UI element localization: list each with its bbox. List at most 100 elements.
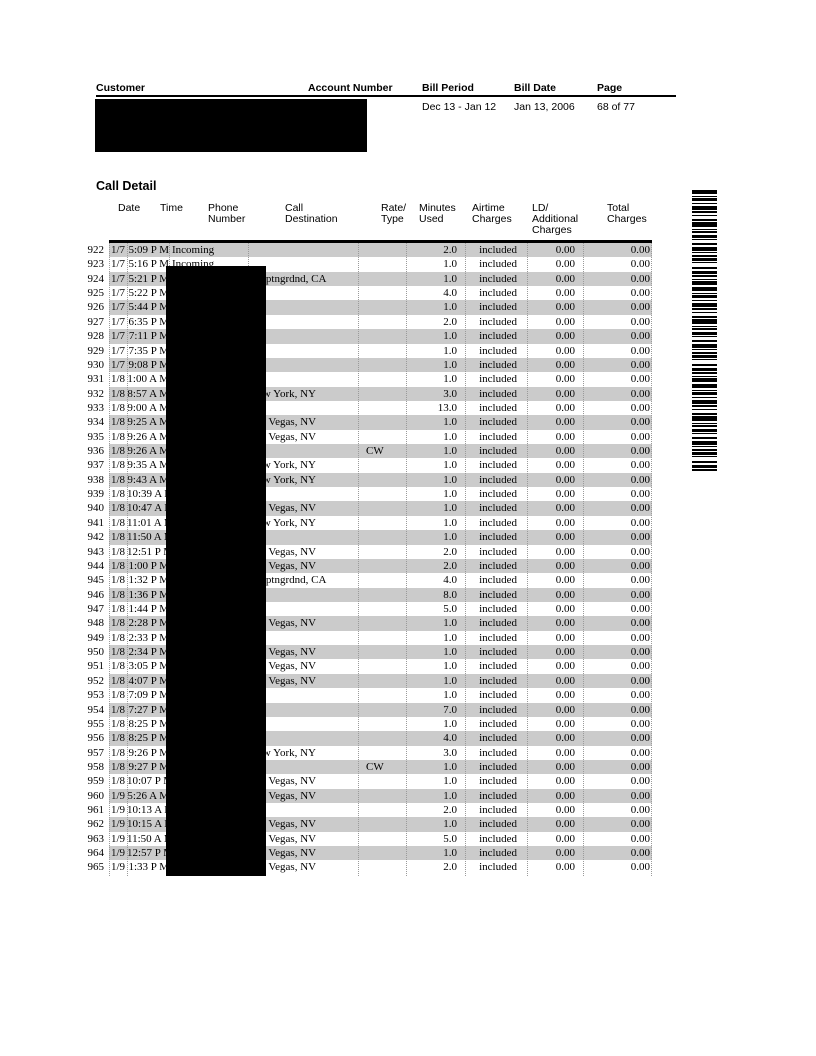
cell-ld-additional-charges: 0.00 (555, 574, 575, 587)
barcode-bar (692, 327, 717, 328)
cell-ld-additional-charges: 0.00 (555, 244, 575, 256)
cell-time: 12:51 P M (127, 545, 169, 558)
barcode-bar (692, 239, 717, 240)
cell-airtime-charges: included (479, 244, 517, 256)
row-cells: 1/8 1:00 A M 1.0 included 0.00 0.00 (109, 372, 652, 386)
cell-airtime-charges: included (479, 588, 517, 601)
barcode-bar (692, 247, 717, 251)
cell-rate-type (358, 387, 406, 401)
cell-rate-type (358, 774, 406, 788)
cell-minutes-used: 1.0 (443, 301, 457, 314)
barcode-bar (692, 253, 717, 255)
cell-date: 1/8 (111, 545, 126, 558)
cell-rate-type (358, 372, 406, 386)
table-row: 933 1/8 9:00 A M 13.0 included 0.00 0.00 (84, 401, 652, 415)
cell-total-charges: 0.00 (630, 330, 650, 343)
barcode-bar (692, 427, 717, 429)
cell-date: 1/7 (111, 315, 126, 328)
cell-rate-type (358, 746, 406, 760)
cell-total-charges: 0.00 (630, 818, 650, 831)
row-cells: 1/8 9:26 A M Las Vegas, NV 1.0 included 0.00 0… (109, 430, 652, 444)
barcode-bar (692, 240, 717, 243)
barcode-bar (692, 271, 717, 274)
cell-minutes-used: 1.0 (443, 373, 457, 386)
column-separator (109, 240, 110, 876)
cell-ld-additional-charges: 0.00 (555, 373, 575, 386)
barcode-bar (692, 371, 717, 372)
cell-total-charges: 0.00 (630, 373, 650, 386)
cell-date: 1/8 (111, 488, 126, 501)
cell-total-charges: 0.00 (630, 358, 650, 371)
cell-total-charges: 0.00 (630, 660, 650, 673)
table-row: 927 1/7 6:35 P M 2.0 included 0.00 0.00 (84, 315, 652, 329)
cell-date: 1/9 (111, 847, 126, 860)
barcode-bar (692, 456, 717, 457)
barcode-bar (692, 413, 717, 415)
barcode-bar (692, 377, 717, 378)
cell-rate-type (358, 545, 406, 559)
cell-total-charges: 0.00 (630, 804, 650, 817)
cell-date: 1/8 (111, 674, 126, 687)
barcode-bar (692, 293, 717, 294)
cell-airtime-charges: included (479, 430, 517, 443)
barcode-bar (692, 235, 717, 238)
cell-minutes-used: 1.0 (443, 258, 457, 271)
barcode-bar (692, 196, 717, 197)
cell-call-destination: Las Vegas, NV (250, 545, 317, 558)
cell-ld-additional-charges: 0.00 (555, 760, 575, 773)
cell-ld-additional-charges: 0.00 (555, 703, 575, 716)
cell-time: 10:15 A M (127, 818, 169, 831)
table-row: 925 1/7 5:22 P M 4.0 included 0.00 0.00 (84, 286, 652, 300)
barcode-bar (692, 221, 717, 222)
cell-airtime-charges: included (479, 516, 517, 529)
barcode-bar (692, 335, 717, 336)
barcode-bar (692, 197, 717, 198)
cell-rate-type (358, 789, 406, 803)
cell-minutes-used: 1.0 (443, 717, 457, 730)
cell-date: 1/8 (111, 646, 126, 659)
barcode-bar (692, 352, 717, 354)
barcode (692, 190, 717, 471)
cell-ld-additional-charges: 0.00 (555, 847, 575, 860)
cell-rate-type (358, 817, 406, 831)
redaction-box-customer (95, 99, 367, 152)
cell-minutes-used: 1.0 (443, 459, 457, 472)
cell-date: 1/8 (111, 775, 126, 788)
cell-ld-additional-charges: 0.00 (555, 315, 575, 328)
row-number: 935 (87, 430, 105, 443)
barcode-bar (692, 410, 717, 413)
cell-ld-additional-charges: 0.00 (555, 516, 575, 529)
table-row: 937 1/8 9:35 A M New York, NY 1.0 included 0.0… (84, 458, 652, 472)
row-cells: 1/8 1:32 P M Cmptngrdnd, CA 4.0 included 0.00… (109, 573, 652, 587)
cell-total-charges: 0.00 (630, 588, 650, 601)
cell-total-charges: 0.00 (630, 459, 650, 472)
cell-rate-type (358, 602, 406, 616)
table-top-border (109, 240, 652, 243)
barcode-bar (692, 326, 717, 327)
cell-airtime-charges: included (479, 674, 517, 687)
barcode-bar (692, 307, 717, 308)
barcode-bar (692, 230, 717, 231)
barcode-bar (692, 349, 717, 350)
cell-total-charges: 0.00 (630, 746, 650, 759)
cell-total-charges: 0.00 (630, 473, 650, 486)
cell-ld-additional-charges: 0.00 (555, 401, 575, 414)
table-row: 965 1/9 1:33 P M Las Vegas, NV 2.0 included 0.… (84, 860, 652, 874)
barcode-bar (692, 400, 717, 404)
bill-date-value: Jan 13, 2006 (514, 101, 575, 113)
barcode-bar (692, 439, 717, 441)
row-number: 930 (87, 358, 105, 371)
barcode-bar (692, 461, 717, 463)
cell-total-charges: 0.00 (630, 272, 650, 285)
row-number: 924 (87, 272, 105, 285)
table-row: 957 1/8 9:26 P M New York, NY 3.0 included 0.0… (84, 746, 652, 760)
cell-ld-additional-charges: 0.00 (555, 818, 575, 831)
cell-time: 11:01 A M (127, 516, 169, 529)
cell-total-charges: 0.00 (630, 531, 650, 544)
cell-rate-type (358, 703, 406, 717)
cell-minutes-used: 1.0 (443, 847, 457, 860)
barcode-bar (692, 425, 717, 427)
header-divider (96, 95, 676, 97)
row-number: 964 (87, 847, 105, 860)
